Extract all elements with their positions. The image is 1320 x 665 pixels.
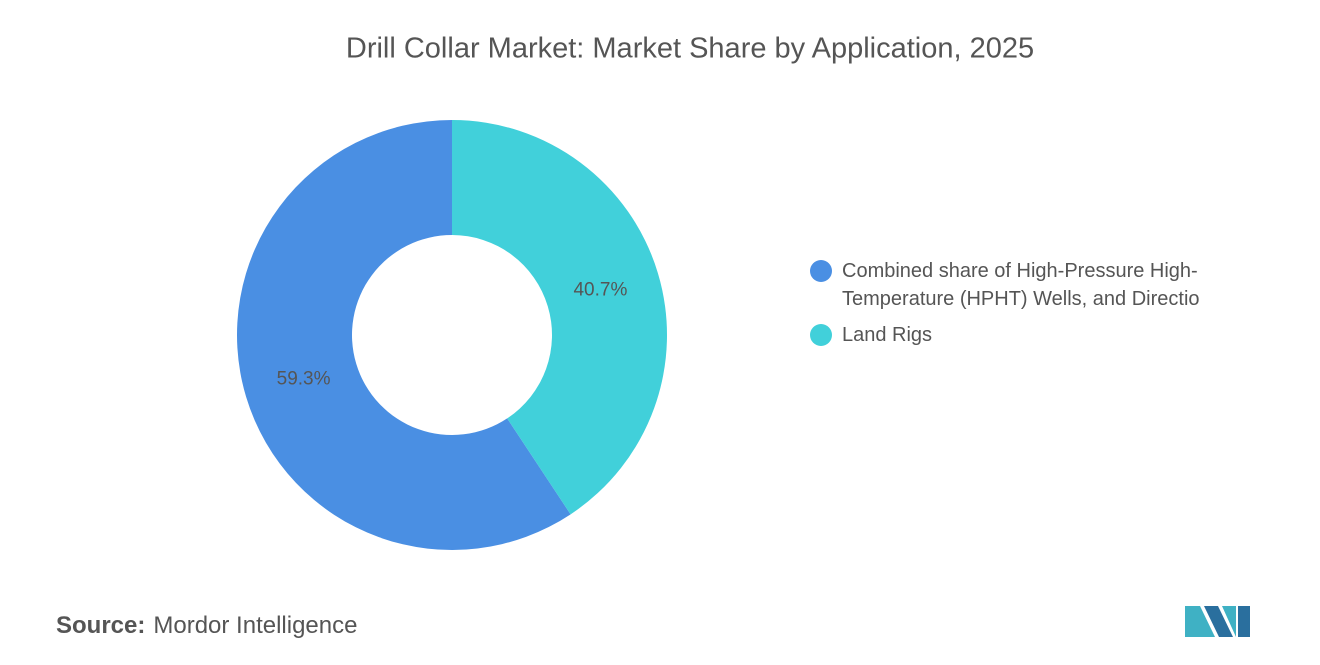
data-label: 40.7% — [573, 279, 627, 300]
source-text: Mordor Intelligence — [153, 612, 358, 639]
slice — [452, 120, 667, 515]
legend-label: Land Rigs — [842, 324, 933, 346]
chart-title: Drill Collar Market: Market Share by App… — [346, 33, 1034, 65]
legend-item: Land Rigs — [810, 321, 1210, 349]
legend-label: Combined share of High-Pressure High-Tem… — [842, 260, 1200, 310]
data-label: 59.3% — [277, 369, 331, 390]
legend-marker — [810, 260, 832, 282]
slice — [236, 120, 571, 550]
logo — [1185, 606, 1250, 637]
legend: Combined share of High-Pressure High-Tem… — [810, 257, 1210, 357]
source-label: Source: — [56, 612, 146, 639]
source: Source: Mordor Intelligence — [56, 612, 357, 640]
legend-marker — [810, 324, 832, 346]
legend-item: Combined share of High-Pressure High-Tem… — [810, 257, 1210, 313]
